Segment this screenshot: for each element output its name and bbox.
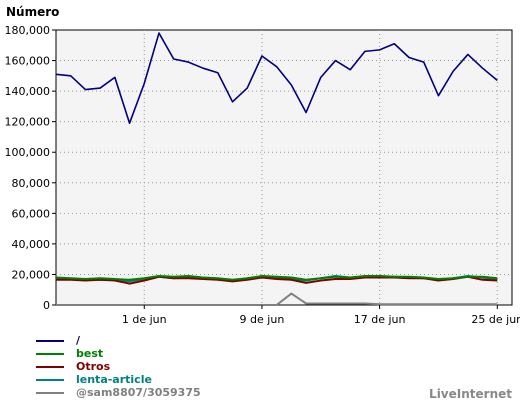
legend-swatch (36, 352, 64, 355)
legend-label: @sam8807/3059375 (76, 386, 201, 399)
line-chart: 0 20,000 40,000 60,000 80,000 100,000 120,000 1… (5, 5, 520, 326)
y-tick-label: 80,000 (12, 177, 51, 190)
y-tick-label: 0 (43, 299, 50, 312)
y-tick-label: 180,000 (5, 24, 51, 37)
grid-lines (56, 30, 512, 305)
y-tick-label: 60,000 (12, 207, 51, 220)
y-axis-ticks: 0 20,000 40,000 60,000 80,000 100,000 120,000 1… (5, 24, 56, 312)
legend-item: / (36, 334, 201, 347)
legend-item: best (36, 347, 201, 360)
legend-item: Otros (36, 360, 201, 373)
legend-label: / (76, 334, 81, 347)
plot-area (55, 29, 513, 306)
series-lines (55, 32, 498, 306)
y-tick-label: 40,000 (12, 238, 51, 251)
legend-item: lenta-article (36, 373, 201, 386)
y-tick-label: 20,000 (12, 268, 51, 281)
legend-label: Otros (76, 360, 111, 373)
legend: / best Otros lenta-article @sam8807/3059375 (36, 334, 201, 399)
x-tick-label: 9 de jun (240, 313, 285, 326)
x-axis-ticks: 1 de jun 9 de jun 17 de jun 25 de jun (122, 305, 520, 326)
legend-item: @sam8807/3059375 (36, 386, 201, 399)
legend-swatch (36, 391, 64, 394)
legend-label: lenta-article (76, 373, 152, 386)
legend-swatch (36, 365, 64, 368)
legend-swatch (36, 378, 64, 381)
legend-label: best (76, 347, 104, 360)
y-tick-label: 100,000 (5, 146, 51, 159)
brand-label: LiveInternet (429, 387, 512, 401)
y-axis-title: Número (6, 5, 59, 19)
y-tick-label: 140,000 (5, 85, 51, 98)
y-tick-label: 120,000 (5, 116, 51, 129)
x-tick-label: 1 de jun (122, 313, 167, 326)
series-line (55, 274, 498, 281)
x-tick-label: 25 de jun (471, 313, 520, 326)
x-tick-label: 17 de jun (354, 313, 406, 326)
series-line (55, 32, 498, 124)
legend-swatch (36, 339, 64, 342)
y-tick-label: 160,000 (5, 55, 51, 68)
series-line (56, 292, 498, 306)
